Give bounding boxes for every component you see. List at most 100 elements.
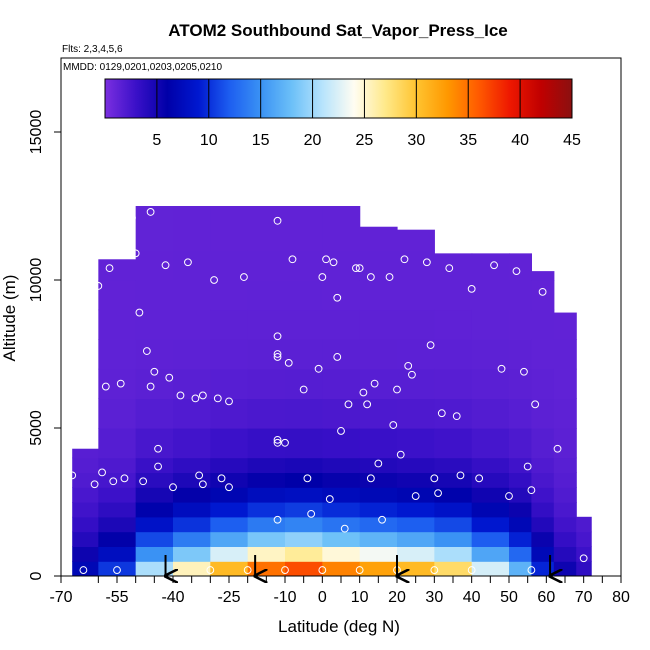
heatmap-cell (531, 546, 555, 562)
heatmap-cell (72, 448, 99, 459)
sample-point (366, 273, 375, 281)
heatmap-cell (285, 531, 323, 547)
heatmap-cell (72, 472, 99, 488)
heatmap-cell (210, 206, 249, 251)
sample-point (359, 388, 368, 397)
sample-point (434, 489, 442, 498)
heatmap-cell (285, 398, 323, 429)
heatmap-cell (434, 502, 473, 518)
heatmap-cell (531, 309, 555, 340)
heatmap-cell (173, 457, 211, 473)
sample-point (195, 471, 204, 480)
sample-point (527, 486, 536, 495)
heatmap-cell (322, 531, 361, 547)
heatmap-cell (471, 561, 510, 576)
heatmap-cell (98, 531, 137, 547)
heatmap-cell (397, 398, 435, 429)
sample-point (378, 515, 386, 524)
x-tick-label: -40 (161, 589, 184, 606)
heatmap-cell (434, 516, 473, 533)
sample-point (437, 409, 446, 418)
sample-point (128, 213, 136, 222)
y-axis: 0 5000 10000 15000 (28, 110, 61, 580)
heatmap-cell (359, 368, 398, 399)
heatmap-cell (173, 487, 211, 503)
heatmap-cell (98, 428, 137, 459)
x-tick-label: 20 (388, 589, 406, 606)
sample-point (430, 474, 439, 483)
sample-point (520, 367, 528, 376)
heatmap-cell (553, 312, 577, 340)
heatmap-cell (285, 428, 323, 459)
sample-point (198, 480, 207, 489)
heatmap-cell (359, 457, 398, 473)
heatmap-cell (531, 368, 555, 399)
heatmap-cell (509, 561, 532, 576)
heatmap-cell (135, 398, 174, 429)
heatmap-cell (359, 428, 398, 459)
sample-point (273, 353, 282, 361)
heatmap-cell (434, 280, 473, 311)
sample-point (505, 492, 513, 500)
x-tick-label: -10 (273, 589, 296, 606)
heatmap-cell (359, 472, 398, 488)
sample-point (512, 267, 521, 276)
heatmap-cell (173, 368, 211, 399)
heatmap-cell (322, 339, 361, 370)
sample-point (475, 474, 484, 483)
heatmap-cell (359, 487, 398, 503)
heatmap-cell (322, 502, 361, 518)
heatmap-cell (471, 531, 510, 547)
sample-point (322, 255, 330, 264)
heatmap-cell (531, 487, 555, 503)
heatmap-cell (210, 339, 249, 370)
sample-point (225, 483, 233, 492)
sample-point (531, 400, 540, 409)
sample-point (396, 450, 405, 459)
heatmap-cell (531, 516, 555, 533)
sample-point (284, 358, 293, 367)
heatmap-cell (285, 309, 323, 340)
sample-point (273, 515, 282, 524)
heatmap-cell (98, 546, 137, 562)
heatmap-cell (397, 428, 435, 459)
heatmap-cell (285, 516, 323, 533)
sample-point (430, 566, 439, 574)
heatmap-cell (509, 368, 532, 399)
heatmap-cell (531, 457, 555, 473)
x-tick-label: 70 (575, 589, 593, 606)
heatmap-cell (173, 516, 211, 533)
sample-point (142, 347, 151, 355)
sample-point (217, 474, 226, 483)
heatmap-cell (247, 309, 286, 340)
sample-point (374, 459, 383, 468)
sample-point (68, 471, 77, 480)
sample-point (333, 293, 342, 302)
heatmap-cell (553, 339, 577, 370)
heatmap-cell (210, 487, 249, 503)
colorbar-tick-label: 35 (459, 132, 477, 149)
heatmap-cell (531, 472, 555, 488)
heatmap-cell (322, 280, 361, 311)
sample-point (184, 258, 192, 267)
heatmap-cell (135, 250, 174, 281)
heatmap-cell (471, 339, 510, 370)
colorbar-tick-label: 40 (511, 132, 529, 149)
heatmap-cell (210, 561, 249, 576)
heatmap-cell (72, 561, 99, 576)
heatmap-cell (247, 561, 286, 576)
sample-point (273, 350, 282, 358)
heatmap-cell (173, 561, 211, 576)
sample-point (139, 477, 148, 486)
heatmap-cell (247, 487, 286, 503)
heatmap-cell (322, 206, 361, 251)
heatmap-cell (285, 502, 323, 518)
heatmap-cell (509, 546, 532, 562)
heatmap-cell (72, 546, 99, 562)
heatmap-cell (247, 502, 286, 518)
sample-point (467, 284, 476, 293)
heatmap-cell (72, 487, 99, 503)
heatmap-cell (210, 502, 249, 518)
